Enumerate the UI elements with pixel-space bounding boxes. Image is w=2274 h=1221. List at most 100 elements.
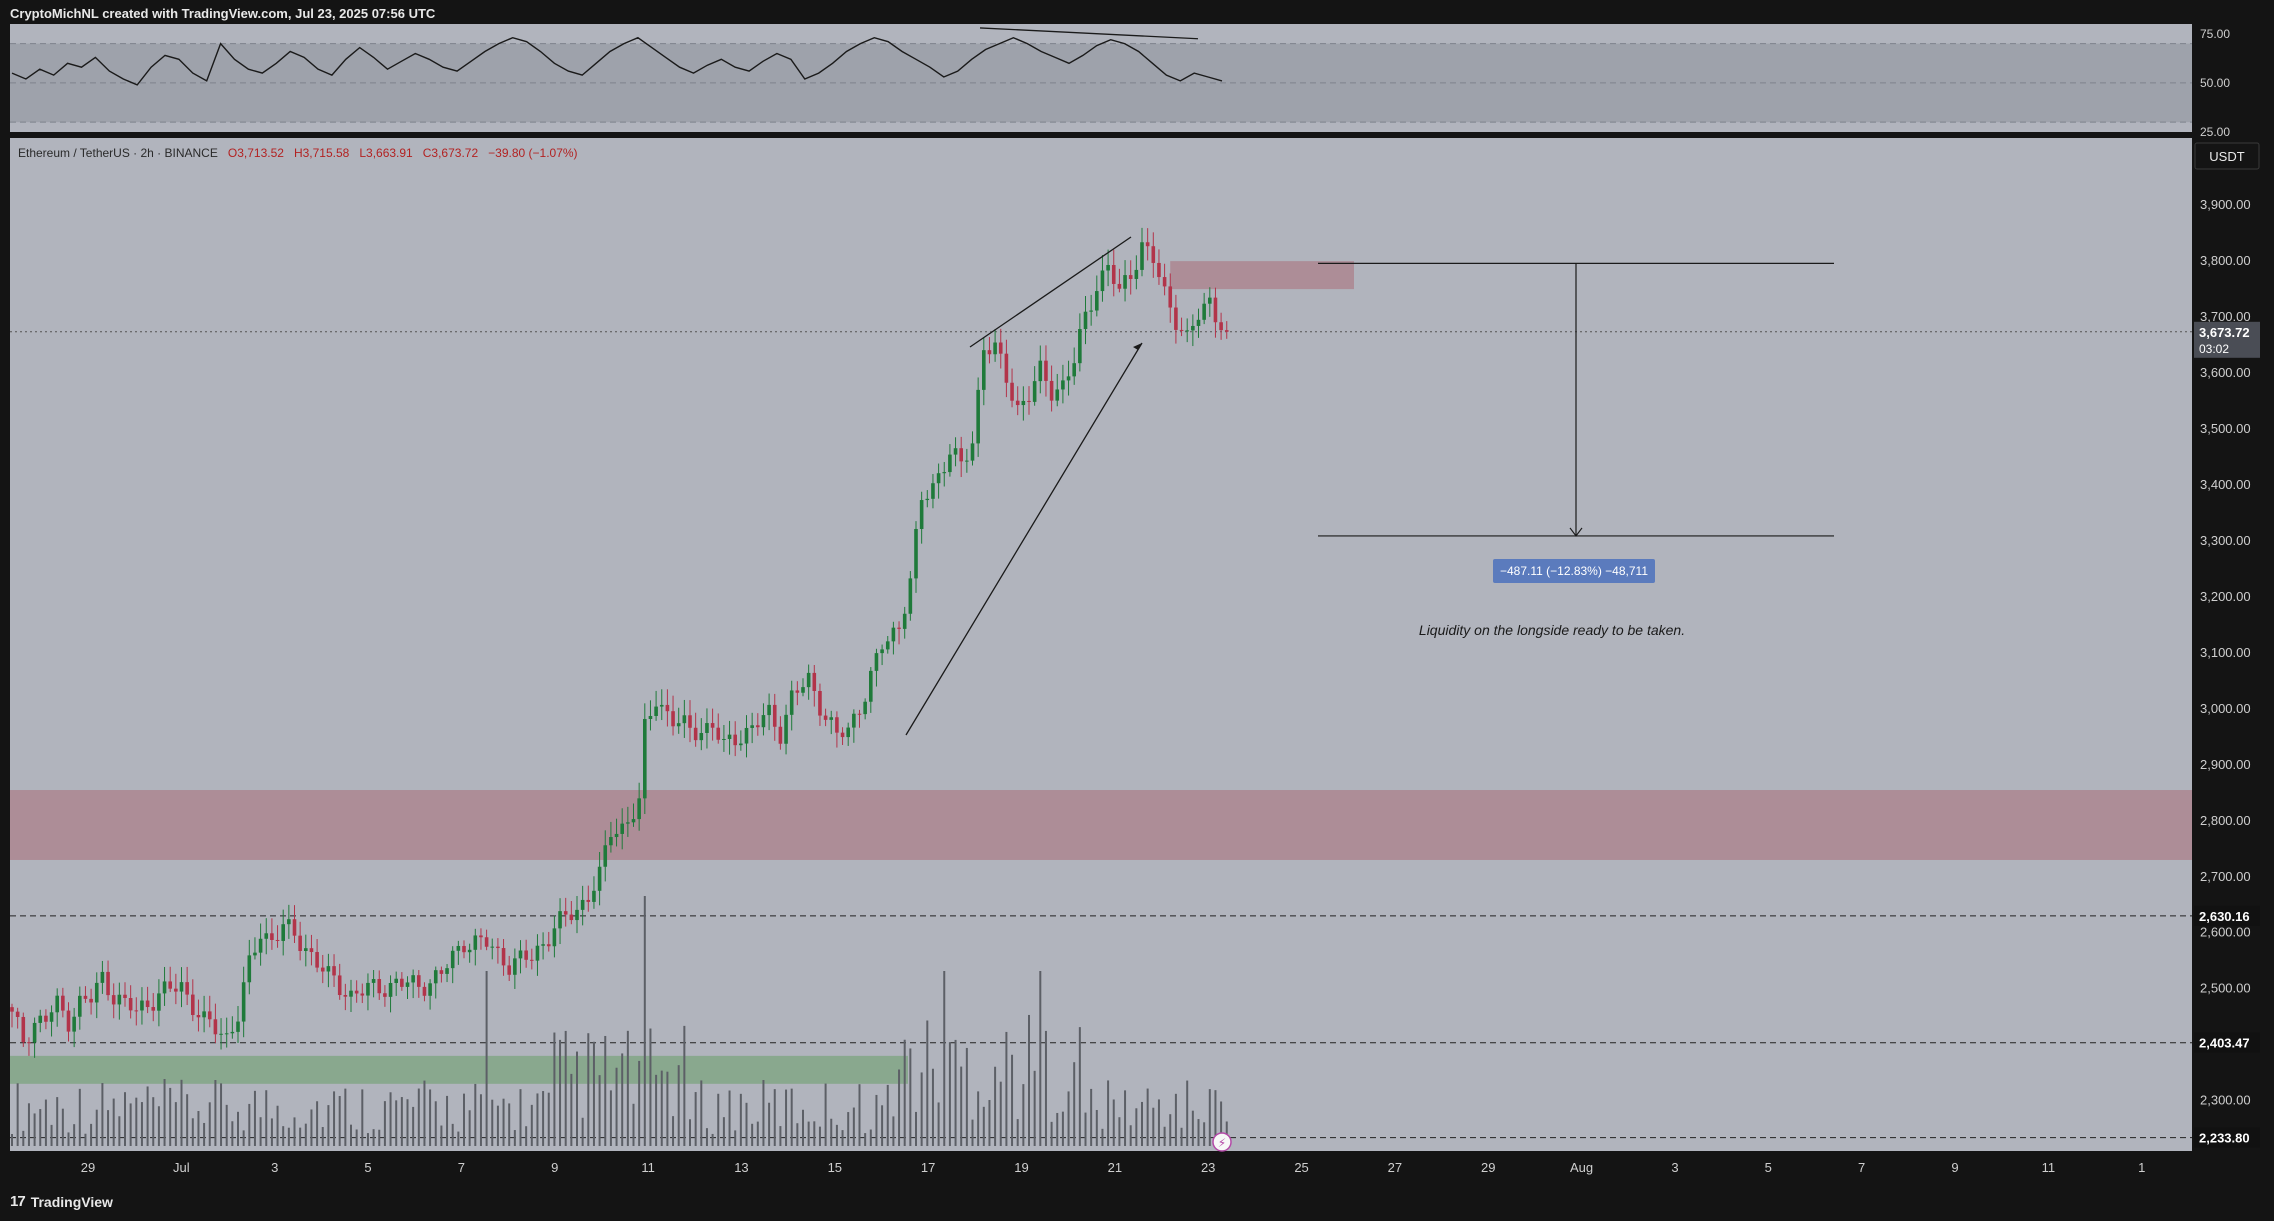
candle-body xyxy=(874,653,879,671)
candle-body xyxy=(1038,360,1043,382)
volume-bar xyxy=(875,1094,878,1146)
volume-bar xyxy=(1090,1088,1093,1146)
candle-body xyxy=(682,715,687,724)
volume-bar xyxy=(841,1130,844,1146)
volume-bar xyxy=(626,1030,629,1146)
volume-bar xyxy=(915,1111,917,1146)
candle-body xyxy=(196,1015,201,1018)
volume-bar xyxy=(1033,1070,1036,1146)
volume-bar xyxy=(830,1118,833,1146)
volume-bar xyxy=(965,1047,968,1146)
candle-body xyxy=(44,1015,48,1022)
time-tick-label: 3 xyxy=(271,1160,278,1175)
candle-body xyxy=(750,725,754,728)
volume-bar xyxy=(485,971,488,1146)
price-tick-label: 3,600.00 xyxy=(2200,365,2251,380)
volume-bar xyxy=(807,1121,810,1146)
candle-body xyxy=(1219,322,1223,331)
volume-bar xyxy=(1067,1091,1070,1146)
price-tick-label: 3,200.00 xyxy=(2200,589,2251,604)
volume-bar xyxy=(299,1127,302,1146)
candle-body xyxy=(1044,360,1048,381)
lightning-icon[interactable] xyxy=(1212,1132,1232,1152)
candle-body xyxy=(778,726,783,744)
zone-mid-zone xyxy=(10,790,2192,860)
volume-bar xyxy=(559,1039,562,1146)
volume-bar xyxy=(400,1097,403,1146)
candle-body xyxy=(315,952,319,968)
currency-label: USDT xyxy=(2209,149,2244,164)
candle-body xyxy=(337,975,342,996)
price-axis[interactable]: 3,900.00 3,800.00 3,700.00 3,600.00 3,500.00… xyxy=(2194,197,2260,1148)
time-axis[interactable]: 29 Jul 3 5 7 9 11 13 15 17 19 21 23 25 27 29 Aug 3 5 7 9 11 1 xyxy=(81,1160,2146,1175)
candle-body xyxy=(264,933,269,939)
time-tick-label: 9 xyxy=(1951,1160,1958,1175)
candle-body xyxy=(908,578,913,614)
candle-body xyxy=(450,950,455,969)
candle-body xyxy=(445,968,449,974)
volume-bar xyxy=(700,1080,703,1146)
time-tick-label: 7 xyxy=(1858,1160,1865,1175)
volume-bar xyxy=(615,1067,618,1146)
candle-body xyxy=(569,914,574,921)
volume-bar xyxy=(22,1130,25,1146)
volume-bar xyxy=(180,1079,183,1146)
candle-body xyxy=(49,1012,54,1022)
candle-body xyxy=(1179,329,1184,331)
candle-body xyxy=(400,978,404,987)
volume-bar xyxy=(858,1084,861,1146)
candle-body xyxy=(1083,311,1088,330)
volume-bar xyxy=(824,1083,827,1146)
candle-body xyxy=(869,670,873,702)
volume-bar xyxy=(1005,1031,1008,1146)
candle-body xyxy=(767,704,771,716)
volume-bar xyxy=(683,1025,686,1146)
volume-bar xyxy=(954,1039,957,1146)
volume-bar xyxy=(768,1102,771,1146)
volume-bar xyxy=(1022,1084,1025,1146)
candle-body xyxy=(253,952,257,956)
volume-bar xyxy=(864,1133,867,1146)
candle-body xyxy=(140,1000,144,1011)
time-tick-label: 29 xyxy=(1481,1160,1495,1175)
volume-bar xyxy=(50,1124,53,1146)
volume-bar xyxy=(225,1104,228,1146)
volume-bar xyxy=(338,1096,341,1146)
symbol-name[interactable]: Ethereum / TetherUS · 2h · BINANCE xyxy=(18,146,218,160)
candle-body xyxy=(835,717,839,733)
candle-body xyxy=(592,890,596,902)
candle-body xyxy=(722,738,726,740)
time-tick-label: Jul xyxy=(173,1160,190,1175)
time-tick-label: 11 xyxy=(641,1160,655,1175)
footer-brand[interactable]: 17 TradingView xyxy=(10,1193,113,1210)
candle-body xyxy=(965,460,969,462)
candle-body xyxy=(309,948,314,953)
candle-body xyxy=(281,924,285,941)
candle-body xyxy=(1208,297,1212,304)
time-tick-label: 25 xyxy=(1294,1160,1308,1175)
volume-bar xyxy=(248,1103,251,1146)
candle-body xyxy=(863,701,867,715)
time-tick-label: 23 xyxy=(1201,1160,1215,1175)
volume-bar xyxy=(1146,1088,1149,1146)
ohlc-close: C3,673.72 xyxy=(422,146,479,160)
volume-bar xyxy=(660,1070,663,1146)
candle-body xyxy=(789,690,794,715)
candle-body xyxy=(462,945,466,953)
candle-body xyxy=(191,994,195,1016)
volume-bar xyxy=(790,1088,793,1146)
volume-bar xyxy=(542,1091,545,1146)
volume-bar xyxy=(1044,1030,1047,1146)
candle-body xyxy=(501,948,506,966)
candle-body xyxy=(247,955,252,983)
price-label-text: 3,673.72 xyxy=(2199,325,2250,340)
candle-body xyxy=(756,725,760,728)
candle-body xyxy=(1140,242,1144,270)
candle-body xyxy=(891,627,896,642)
candle-body xyxy=(953,448,958,455)
volume-bar xyxy=(417,1088,420,1146)
volume-bar xyxy=(491,1099,494,1146)
currency-badge[interactable] xyxy=(2194,142,2260,170)
candle-body xyxy=(117,994,122,1005)
